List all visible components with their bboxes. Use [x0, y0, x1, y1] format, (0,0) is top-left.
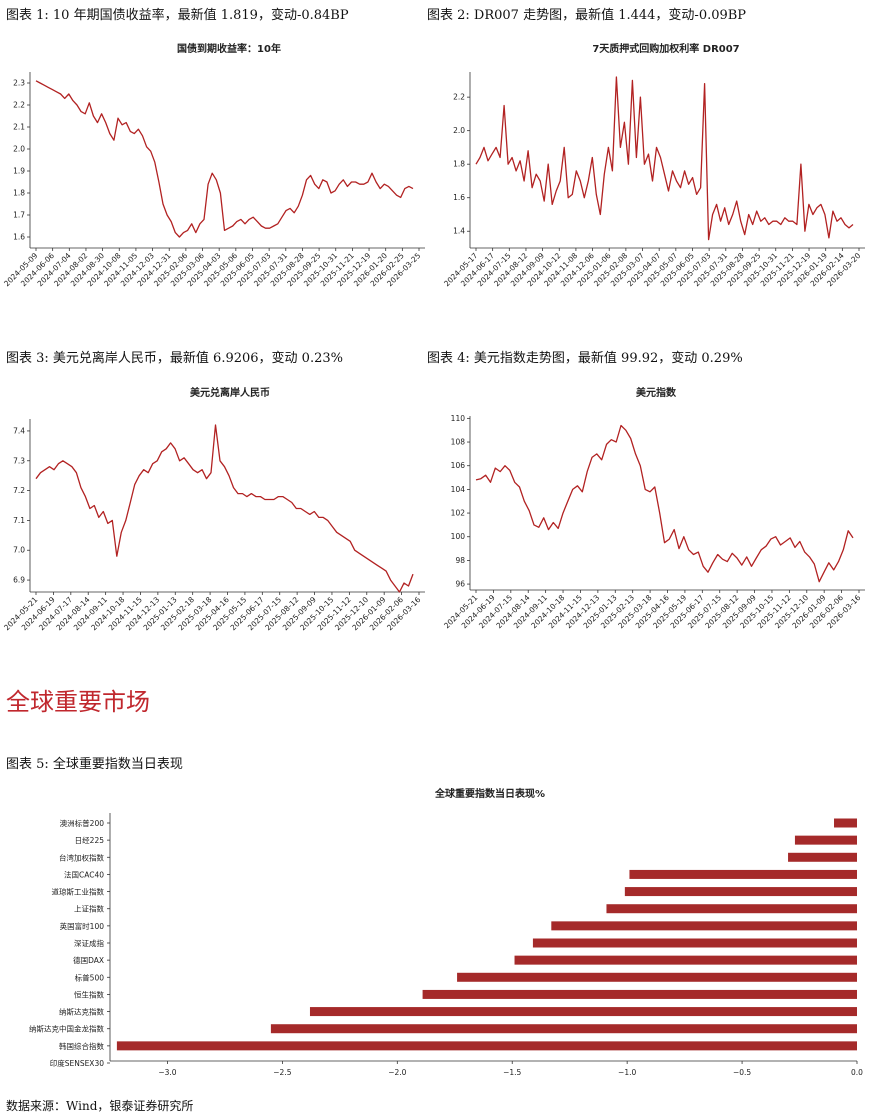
- y-tick-label: 1.7: [13, 211, 25, 220]
- bar: [422, 989, 857, 999]
- y-tick-label: 1.4: [453, 227, 465, 236]
- y-tick-label: 7.0: [13, 546, 25, 555]
- y-tick-label: 104: [451, 485, 466, 494]
- bar: [270, 1024, 857, 1034]
- chart-title: 美元指数: [636, 386, 677, 399]
- category-label: 澳洲标普200: [60, 818, 105, 828]
- bar: [624, 887, 857, 897]
- x-tick-label: −1.0: [618, 1068, 636, 1077]
- y-tick-label: 1.9: [13, 167, 25, 176]
- section-title: 全球重要市场: [6, 688, 150, 716]
- series-line: [475, 76, 854, 241]
- y-tick-label: 2.0: [13, 145, 25, 154]
- y-tick-label: 96: [455, 580, 465, 589]
- bar: [116, 1041, 857, 1051]
- figure-5-caption: 图表 5: 全球重要指数当日表现: [6, 757, 183, 772]
- x-tick-label: −1.5: [503, 1068, 521, 1077]
- bar: [514, 955, 857, 965]
- chart-usdcnh: 美元兑离岸人民币 6.97.07.17.27.37.42024-05-21202…: [2, 386, 425, 632]
- bar: [309, 1007, 857, 1017]
- y-tick-label: 2.0: [453, 126, 465, 135]
- y-tick-label: 98: [455, 556, 465, 565]
- bar: [551, 921, 857, 931]
- data-source: 数据来源：Wind，银泰证券研究所: [6, 1099, 194, 1113]
- y-tick-label: 6.9: [13, 576, 25, 585]
- category-label: 纳斯达克指数: [59, 1007, 104, 1017]
- category-label: 台湾加权指数: [59, 852, 104, 862]
- bar: [606, 904, 857, 914]
- series-line: [475, 424, 854, 583]
- y-tick-label: 108: [451, 438, 466, 447]
- bar: [834, 818, 857, 828]
- y-tick-label: 7.3: [13, 456, 25, 465]
- bar: [457, 972, 857, 982]
- chart-dr007: 7天质押式回购加权利率 DR007 1.41.61.82.02.22024-05…: [442, 42, 865, 288]
- bar: [629, 869, 857, 879]
- x-tick-label: −2.0: [388, 1068, 406, 1077]
- chart-cn10y: 国债到期收益率：10年 1.61.71.81.92.02.12.22.32024…: [2, 42, 425, 288]
- y-tick-label: 106: [451, 461, 466, 470]
- y-tick-label: 7.1: [13, 516, 25, 525]
- category-label: 纳斯达克中国金龙指数: [29, 1024, 104, 1034]
- x-tick-label: −0.5: [733, 1068, 751, 1077]
- chart-title: 美元兑离岸人民币: [190, 386, 270, 399]
- y-tick-label: 1.6: [453, 193, 465, 202]
- series-line: [35, 80, 414, 238]
- category-label: 日经225: [75, 835, 105, 845]
- category-label: 德国DAX: [73, 955, 104, 965]
- bar: [794, 835, 857, 845]
- y-tick-label: 2.2: [13, 101, 25, 110]
- y-tick-label: 7.2: [13, 486, 25, 495]
- x-tick-label: −2.5: [273, 1068, 291, 1077]
- category-label: 标普500: [75, 972, 105, 982]
- category-label: 韩国综合指数: [59, 1041, 104, 1051]
- category-label: 道琼斯工业指数: [52, 887, 105, 897]
- y-tick-label: 102: [451, 509, 466, 518]
- figure-4-caption: 图表 4: 美元指数走势图，最新值 99.92，变动 0.29%: [427, 351, 743, 366]
- category-label: 法国CAC40: [64, 869, 104, 879]
- bar: [532, 938, 857, 948]
- figure-1-caption: 图表 1: 10 年期国债收益率，最新值 1.819，变动-0.84BP: [6, 8, 349, 23]
- chart-title: 7天质押式回购加权利率 DR007: [592, 42, 739, 55]
- x-tick-label: −3.0: [158, 1068, 176, 1077]
- y-tick-label: 100: [451, 532, 466, 541]
- chart-dxy: 美元指数 96981001021041061081102024-05-21202…: [442, 386, 865, 630]
- y-tick-label: 1.8: [13, 189, 25, 198]
- chart-title: 全球重要指数当日表现%: [434, 787, 545, 800]
- bar: [788, 852, 857, 862]
- y-tick-label: 2.3: [13, 79, 25, 88]
- x-tick-label: 0.0: [851, 1068, 863, 1077]
- figure-3-caption: 图表 3: 美元兑离岸人民币，最新值 6.9206，变动 0.23%: [6, 351, 343, 366]
- category-label: 英国富时100: [60, 921, 105, 931]
- category-label: 印度SENSEX30: [50, 1058, 105, 1068]
- y-tick-label: 2.2: [453, 93, 465, 102]
- category-label: 深证成指: [74, 938, 104, 948]
- y-tick-label: 1.8: [453, 160, 465, 169]
- y-tick-label: 110: [451, 414, 466, 423]
- y-tick-label: 1.6: [13, 233, 25, 242]
- category-label: 上证指数: [74, 904, 104, 914]
- figure-2-caption: 图表 2: DR007 走势图，最新值 1.444，变动-0.09BP: [427, 8, 747, 23]
- category-label: 恒生指数: [74, 989, 104, 999]
- chart-title: 国债到期收益率：10年: [177, 42, 281, 55]
- y-tick-label: 2.1: [13, 123, 25, 132]
- series-line: [35, 424, 414, 593]
- y-tick-label: 7.4: [13, 426, 25, 435]
